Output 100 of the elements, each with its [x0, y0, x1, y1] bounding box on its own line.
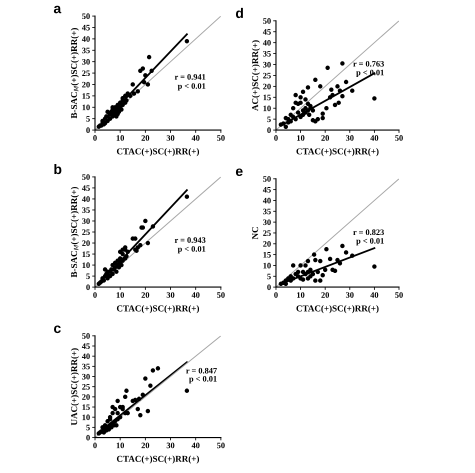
annotation: r = 0.847 [186, 368, 217, 374]
x-tick-label: 50 [217, 442, 225, 448]
y-tick-label: 30 [82, 218, 90, 224]
y-tick-label: 25 [263, 230, 271, 236]
x-tick-label: 50 [217, 292, 225, 298]
x-tick-label: 10 [297, 292, 304, 298]
y-axis-title: NC [252, 227, 258, 240]
x-tick-label: 40 [192, 442, 200, 448]
y-axis-title: B-SAC$_{M}$(+)SC(+)RR(+) [70, 186, 79, 278]
y-tick-label: 50 [263, 18, 271, 24]
x-tick-label: 10 [116, 292, 124, 298]
y-tick-label: 10 [263, 262, 271, 268]
annotation: r = 0.823 [353, 229, 384, 236]
x-axis-title: CTAC(+)SC(+)RR(+) [296, 305, 379, 314]
y-tick-label: 0 [267, 127, 271, 134]
y-tick-label: 35 [82, 48, 90, 54]
x-tick-label: 40 [370, 135, 378, 141]
y-tick-label: 10 [82, 414, 90, 420]
y-tick-label: 5 [267, 116, 271, 122]
chart-title: a [54, 6, 62, 14]
y-tick-label: 5 [86, 116, 90, 122]
chart-title: d [236, 8, 243, 18]
y-tick-label: 40 [262, 40, 271, 46]
y-tick-label: 0 [86, 127, 90, 134]
y-tick-label: 30 [82, 374, 90, 380]
x-axis-title: CTAC(+)SC(+)RR(+) [296, 148, 379, 156]
y-tick-label: 25 [82, 70, 90, 76]
y-axis-title: UAC(+)SC(+)RR(+) [70, 348, 80, 426]
y-tick-label: 5 [86, 274, 90, 280]
annotation: p < 0.01 [356, 238, 384, 246]
y-tick-label: 15 [82, 251, 90, 258]
y-tick-label: 25 [263, 72, 271, 78]
y-tick-label: 5 [86, 424, 90, 430]
y-tick-label: 15 [82, 93, 90, 99]
y-tick-label: 50 [82, 13, 90, 20]
y-tick-label: 50 [82, 333, 90, 339]
x-tick-label: 20 [142, 135, 150, 141]
y-tick-label: 10 [263, 106, 271, 112]
y-tick-label: 45 [82, 185, 90, 191]
y-tick-label: 20 [82, 82, 90, 88]
x-tick-label: 30 [166, 292, 174, 298]
y-tick-label: 0 [86, 434, 90, 440]
x-tick-label: 0 [93, 442, 97, 448]
x-tick-label: 50 [395, 135, 403, 141]
x-tick-label: 0 [93, 135, 97, 141]
y-tick-label: 35 [263, 50, 271, 57]
y-tick-label: 40 [262, 198, 271, 204]
y-tick-label: 10 [82, 104, 90, 110]
annotation: r = 0.763 [353, 60, 384, 67]
x-tick-label: 0 [93, 292, 97, 298]
x-tick-label: 10 [297, 135, 304, 141]
x-tick-label: 30 [346, 135, 354, 141]
x-tick-label: 0 [274, 135, 278, 141]
y-tick-label: 15 [263, 94, 271, 100]
y-tick-label: 15 [263, 252, 271, 258]
annotation: p < 0.01 [178, 246, 206, 254]
annotation: p < 0.01 [178, 83, 206, 91]
x-axis-title: CTAC(+)SC(+)RR(+) [116, 305, 200, 314]
annotation: r = 0.941 [174, 74, 206, 80]
y-tick-label: 20 [82, 394, 90, 400]
y-tick-label: 50 [82, 174, 90, 180]
x-tick-label: 30 [346, 292, 354, 298]
x-tick-label: 50 [217, 135, 225, 141]
y-tick-label: 15 [82, 404, 90, 410]
x-axis-title: CTAC(+)SC(+)RR(+) [116, 456, 200, 464]
y-tick-label: 35 [82, 207, 90, 213]
x-axis-title: CTAC(+)SC(+)RR(+) [116, 148, 200, 156]
y-tick-label: 40 [82, 196, 90, 202]
y-tick-label: 30 [82, 59, 90, 65]
x-tick-label: 10 [116, 442, 124, 448]
annotation: p < 0.01 [189, 376, 217, 384]
y-tick-label: 20 [263, 84, 271, 90]
x-tick-label: 20 [321, 135, 330, 141]
chart-title: b [54, 164, 62, 174]
chart-title: c [54, 325, 61, 334]
x-tick-label: 30 [166, 135, 174, 141]
y-tick-label: 25 [82, 384, 90, 390]
x-tick-label: 20 [321, 292, 330, 298]
y-tick-label: 30 [263, 219, 271, 226]
y-tick-label: 50 [263, 176, 271, 182]
y-tick-label: 45 [82, 343, 90, 349]
y-tick-label: 40 [82, 354, 90, 360]
y-tick-label: 0 [267, 284, 271, 290]
x-tick-label: 40 [370, 292, 378, 298]
y-tick-label: 45 [262, 187, 271, 193]
y-tick-label: 0 [86, 284, 90, 290]
y-tick-label: 5 [267, 274, 271, 280]
x-tick-label: 30 [166, 442, 174, 448]
x-tick-label: 10 [116, 135, 124, 141]
x-tick-label: 40 [192, 135, 200, 141]
y-tick-label: 25 [82, 229, 90, 235]
annotation: r = 0.943 [174, 237, 206, 243]
chart-title: e [236, 168, 243, 176]
y-tick-label: 45 [262, 29, 271, 35]
y-tick-label: 45 [82, 24, 90, 30]
x-tick-label: 0 [274, 292, 278, 298]
y-tick-label: 20 [82, 240, 90, 246]
y-axis-title: AC(+)SC(+)RR(+) [252, 40, 260, 111]
x-tick-label: 40 [192, 292, 200, 298]
x-tick-label: 20 [142, 442, 150, 448]
